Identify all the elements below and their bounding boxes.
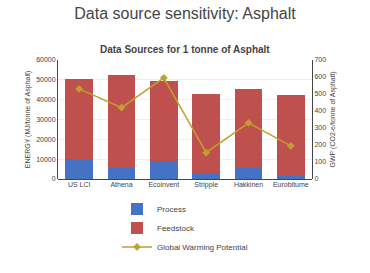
svg-text:Process: Process (157, 205, 186, 214)
svg-text:Global Warming Potential: Global Warming Potential (157, 243, 248, 252)
svg-text:10000: 10000 (36, 156, 56, 163)
svg-text:0: 0 (314, 175, 318, 182)
svg-text:20000: 20000 (36, 136, 56, 143)
svg-text:0: 0 (52, 175, 56, 182)
svg-text:600: 600 (314, 73, 326, 80)
svg-text:Hakkinen: Hakkinen (234, 181, 263, 188)
svg-text:700: 700 (314, 56, 326, 63)
svg-text:50000: 50000 (36, 76, 56, 83)
svg-text:Ecoinvent: Ecoinvent (148, 181, 179, 188)
svg-text:300: 300 (314, 124, 326, 131)
svg-text:500: 500 (314, 90, 326, 97)
svg-text:40000: 40000 (36, 96, 56, 103)
svg-text:60000: 60000 (36, 56, 56, 63)
svg-text:Athena: Athena (110, 181, 132, 188)
svg-text:ENERGY (MJ/tonne of Asphalt): ENERGY (MJ/tonne of Asphalt) (24, 71, 32, 169)
svg-text:400: 400 (314, 107, 326, 114)
svg-text:GWP (CO2-e/tonne of Asphalt): GWP (CO2-e/tonne of Asphalt) (329, 72, 337, 168)
svg-text:Data Sources for 1 tonne of As: Data Sources for 1 tonne of Asphalt (100, 44, 270, 55)
svg-text:100: 100 (314, 158, 326, 165)
svg-text:Eurobitume: Eurobitume (273, 181, 309, 188)
svg-text:Feedstock: Feedstock (157, 224, 195, 233)
svg-text:Data source sensitivity: Aspha: Data source sensitivity: Asphalt (74, 5, 296, 22)
svg-text:Stripple: Stripple (194, 181, 218, 189)
svg-text:30000: 30000 (36, 116, 56, 123)
svg-text:US LCI: US LCI (68, 181, 91, 188)
svg-text:200: 200 (314, 141, 326, 148)
